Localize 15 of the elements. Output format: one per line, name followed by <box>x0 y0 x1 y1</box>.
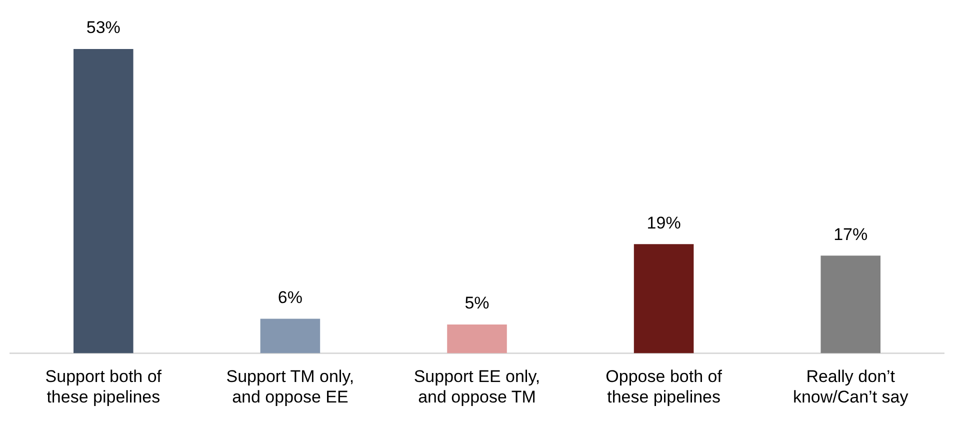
bar <box>820 256 880 354</box>
x-tick-label: Support TM only, and oppose EE <box>226 367 354 406</box>
bar <box>260 318 320 354</box>
bar <box>634 244 694 354</box>
data-label: 17% <box>834 224 868 244</box>
data-label: 53% <box>86 18 120 38</box>
data-label: 19% <box>646 213 681 232</box>
x-tick-label: Support both of these pipelines <box>45 367 162 406</box>
x-tick-label: Really don’t know/Can’t say <box>792 367 909 406</box>
x-tick-label: Oppose both of these pipelines <box>606 367 722 406</box>
data-label: 6% <box>278 288 302 307</box>
bar <box>447 324 507 354</box>
bar <box>74 49 134 354</box>
data-label: 5% <box>464 294 490 313</box>
x-tick-label: Support EE only, and oppose TM <box>414 367 540 406</box>
